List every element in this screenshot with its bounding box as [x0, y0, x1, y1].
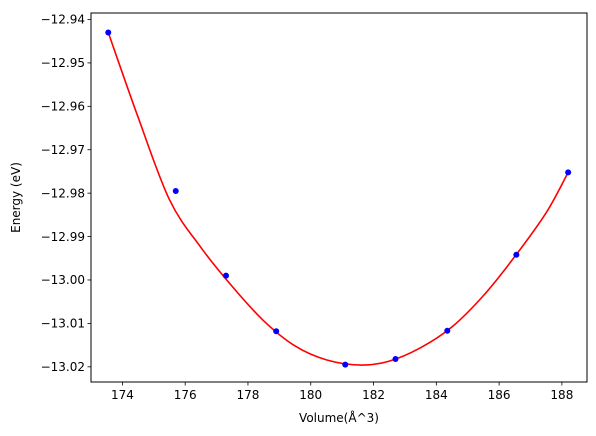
y-tick-label: −13.00 — [41, 273, 85, 287]
x-axis-label: Volume(Å^3) — [299, 410, 379, 425]
y-tick-label: −12.97 — [41, 143, 85, 157]
data-point — [172, 187, 179, 194]
data-point — [342, 361, 349, 368]
fit-curve-line — [107, 32, 569, 366]
x-tick-label: 184 — [425, 388, 448, 402]
data-point — [565, 169, 572, 176]
x-tick-label: 176 — [174, 388, 197, 402]
x-tick-label: 186 — [488, 388, 511, 402]
data-point — [392, 355, 399, 362]
y-axis-label: Energy (eV) — [9, 162, 23, 233]
data-point — [444, 327, 451, 334]
x-tick-label: 180 — [299, 388, 322, 402]
data-point — [273, 328, 280, 335]
x-tick-label: 178 — [237, 388, 260, 402]
x-tick-label: 182 — [362, 388, 385, 402]
y-tick-label: −12.94 — [41, 13, 85, 27]
y-tick-label: −13.01 — [41, 317, 85, 331]
data-point — [105, 29, 112, 36]
y-tick-label: −12.99 — [41, 230, 85, 244]
x-tick-label: 188 — [550, 388, 573, 402]
data-point — [513, 251, 520, 258]
y-tick-label: −12.98 — [41, 186, 85, 200]
y-axis: −12.94 −12.95 −12.96 −12.97 −12.98 −12.99 −13.… — [41, 13, 91, 374]
x-axis: 174 176 178 180 182 184 186 188 — [111, 382, 573, 402]
plot-frame — [90, 12, 588, 383]
y-tick-label: −12.96 — [41, 100, 85, 114]
y-tick-label: −12.95 — [41, 56, 85, 70]
y-tick-label: −13.02 — [41, 360, 85, 374]
data-point — [222, 272, 229, 279]
x-tick-label: 174 — [111, 388, 134, 402]
